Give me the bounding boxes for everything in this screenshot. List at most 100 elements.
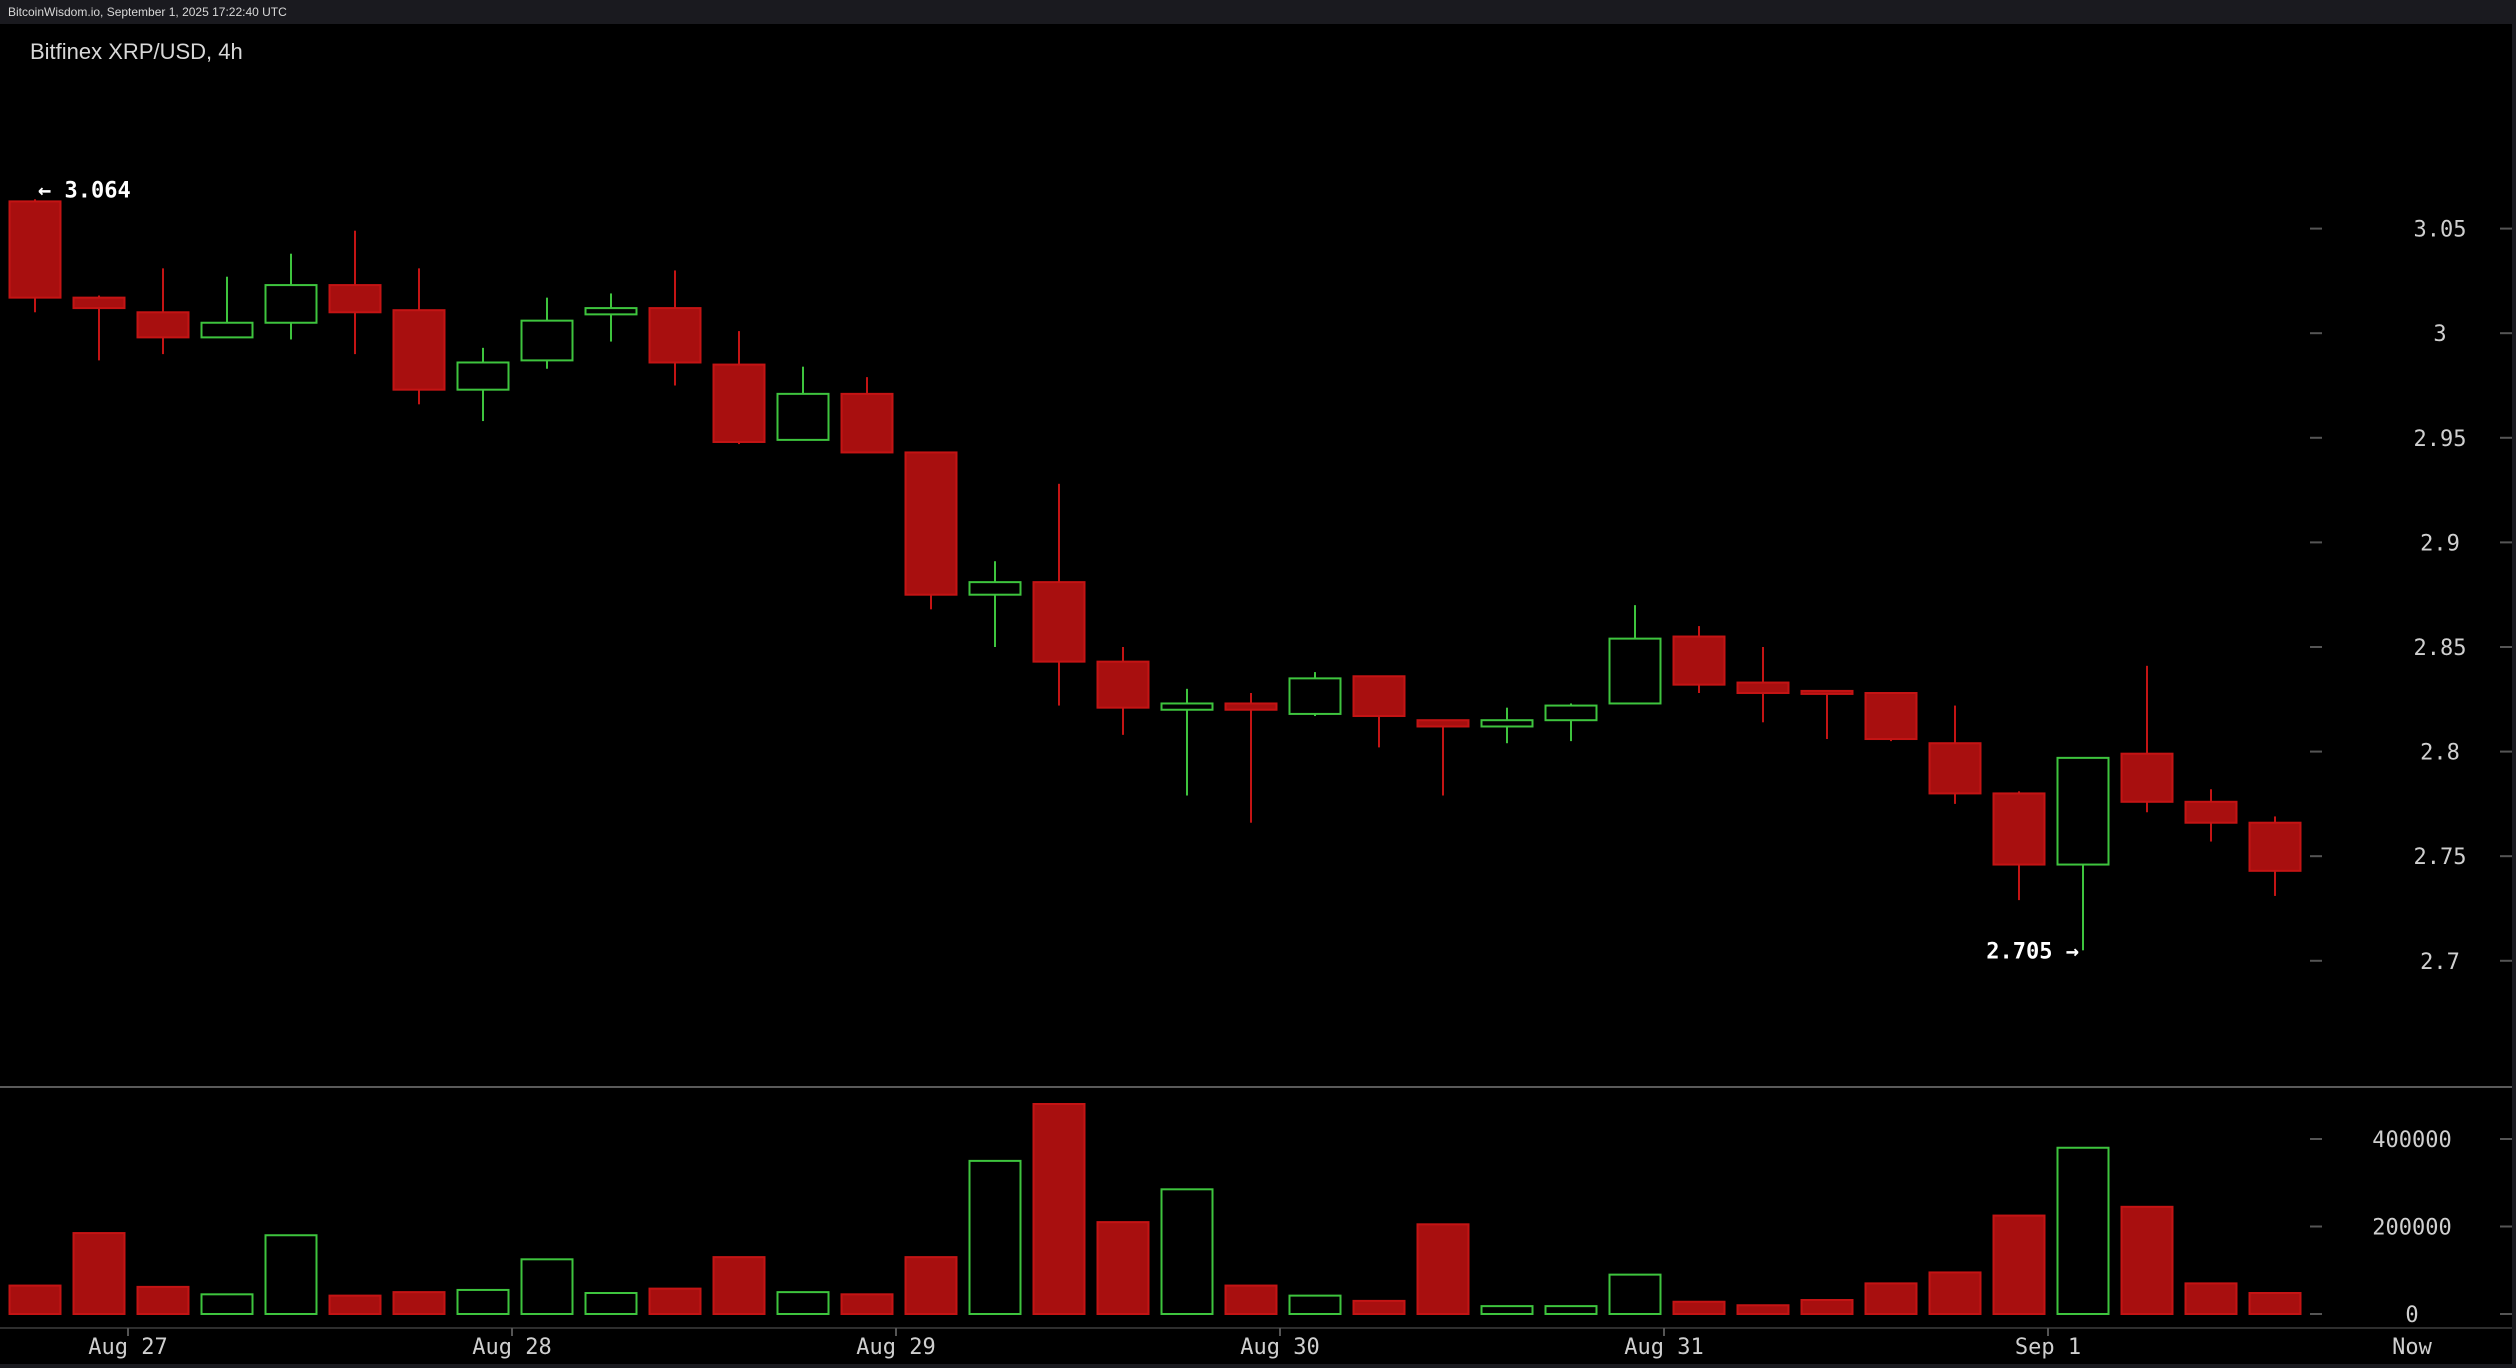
- candle: [1352, 675, 1406, 748]
- volume-bar: [328, 1294, 382, 1315]
- time-axis-label: Sep 1: [2015, 1335, 2081, 1360]
- volume-bar: [264, 1234, 318, 1315]
- price-tick-label: 2.75: [2414, 845, 2467, 870]
- candle-body: [1096, 660, 1150, 709]
- price-annotations: ← 3.064 2.705 →: [38, 178, 2079, 964]
- volume-bar: [1352, 1299, 1406, 1315]
- time-axis-label: Aug 31: [1624, 1335, 1703, 1360]
- low-price-annotation: 2.705 →: [1986, 939, 2079, 964]
- candle: [72, 295, 126, 361]
- candle: [200, 276, 254, 339]
- volume-bar: [1032, 1103, 1086, 1315]
- candle-body: [1736, 681, 1790, 695]
- volume-bar: [1416, 1223, 1470, 1315]
- volume-bar: [1288, 1294, 1342, 1315]
- candle: [1992, 791, 2046, 901]
- candle-body: [8, 200, 62, 299]
- volume-bar: [1928, 1271, 1982, 1315]
- candle-body: [2120, 752, 2174, 803]
- volume-bar: [904, 1256, 958, 1315]
- candle-body: [2248, 821, 2302, 872]
- candle: [328, 230, 382, 355]
- volume-bar: [392, 1291, 446, 1315]
- candle: [1736, 646, 1790, 723]
- volume-bar: [200, 1293, 254, 1315]
- price-tick-label: 2.8: [2420, 741, 2460, 766]
- candle: [456, 347, 510, 422]
- volume-bar: [584, 1292, 638, 1315]
- candle: [648, 270, 702, 386]
- volume-bar: [1480, 1305, 1534, 1315]
- candle-body: [392, 309, 446, 391]
- time-axis: Aug 27 Aug 28 Aug 29 Aug 30 Aug 31 Sep 1 Now: [88, 1328, 2433, 1360]
- volume-axis: 400000 200000 0: [2310, 1128, 2512, 1328]
- candle: [840, 377, 894, 454]
- candle-body: [1352, 675, 1406, 718]
- volume-bar: [1736, 1304, 1790, 1315]
- candle-body: [1480, 719, 1534, 728]
- candle: [1864, 692, 1918, 742]
- volume-bar: [72, 1232, 126, 1315]
- time-axis-label: Now: [2392, 1335, 2432, 1360]
- price-tick-label: 2.7: [2420, 950, 2460, 975]
- volume-bar: [136, 1285, 190, 1315]
- volume-bar: [840, 1293, 894, 1315]
- candle: [136, 268, 190, 355]
- volume-bar: [1608, 1273, 1662, 1315]
- candle-body: [2184, 800, 2238, 824]
- candle: [1544, 703, 1598, 742]
- candle-body: [456, 361, 510, 391]
- candle-body: [1672, 635, 1726, 686]
- price-tick-label: 2.85: [2414, 636, 2467, 661]
- candle-body: [520, 319, 574, 362]
- candle-body: [200, 321, 254, 339]
- candle: [712, 331, 766, 445]
- candle-body: [1992, 792, 2046, 866]
- candle-body: [328, 284, 382, 314]
- candle: [2056, 756, 2110, 951]
- candle: [1608, 605, 1662, 705]
- candle-series: [8, 199, 2302, 951]
- volume-bar: [2184, 1282, 2238, 1315]
- volume-bar: [1096, 1221, 1150, 1315]
- volume-bar: [1992, 1214, 2046, 1315]
- candle-body: [584, 307, 638, 316]
- candle: [8, 199, 62, 313]
- candle-body: [904, 451, 958, 596]
- candle: [968, 561, 1022, 647]
- price-tick-label: 3.05: [2414, 218, 2467, 243]
- candle: [776, 366, 830, 441]
- price-tick-label: 2.95: [2414, 427, 2467, 452]
- volume-bar: [1224, 1284, 1278, 1315]
- price-chart[interactable]: Bitfinex XRP/USD, 4h 3.05 3 2.95 2.9 2.85 2.8…: [0, 24, 2512, 1364]
- volume-bar: [776, 1291, 830, 1315]
- candle-body: [840, 392, 894, 454]
- candle-body: [1416, 719, 1470, 728]
- volume-bar: [648, 1287, 702, 1315]
- volume-bar: [968, 1159, 1022, 1315]
- volume-bar: [2248, 1292, 2302, 1315]
- candle: [2184, 789, 2238, 842]
- candle-body: [1928, 742, 1982, 795]
- candle-body: [136, 311, 190, 339]
- volume-bar: [2056, 1146, 2110, 1315]
- candle: [1480, 707, 1534, 744]
- candle: [1672, 626, 1726, 694]
- candle: [264, 253, 318, 340]
- candle-body: [776, 392, 830, 441]
- candle-body: [1160, 702, 1214, 711]
- candle: [1224, 693, 1278, 823]
- volume-bar: [1672, 1300, 1726, 1315]
- volume-bar: [1544, 1305, 1598, 1315]
- candle-body: [1544, 704, 1598, 722]
- volume-bar: [8, 1284, 62, 1315]
- candle: [1096, 646, 1150, 735]
- candle-body: [1224, 702, 1278, 711]
- time-axis-label: Aug 28: [472, 1335, 551, 1360]
- candle-body: [1032, 581, 1086, 663]
- volume-bar: [456, 1288, 510, 1315]
- price-axis: 3.05 3 2.95 2.9 2.85 2.8 2.75 2.7: [2310, 218, 2512, 975]
- volume-bar: [1160, 1188, 1214, 1315]
- time-axis-label: Aug 29: [856, 1335, 935, 1360]
- candle-body: [264, 284, 318, 324]
